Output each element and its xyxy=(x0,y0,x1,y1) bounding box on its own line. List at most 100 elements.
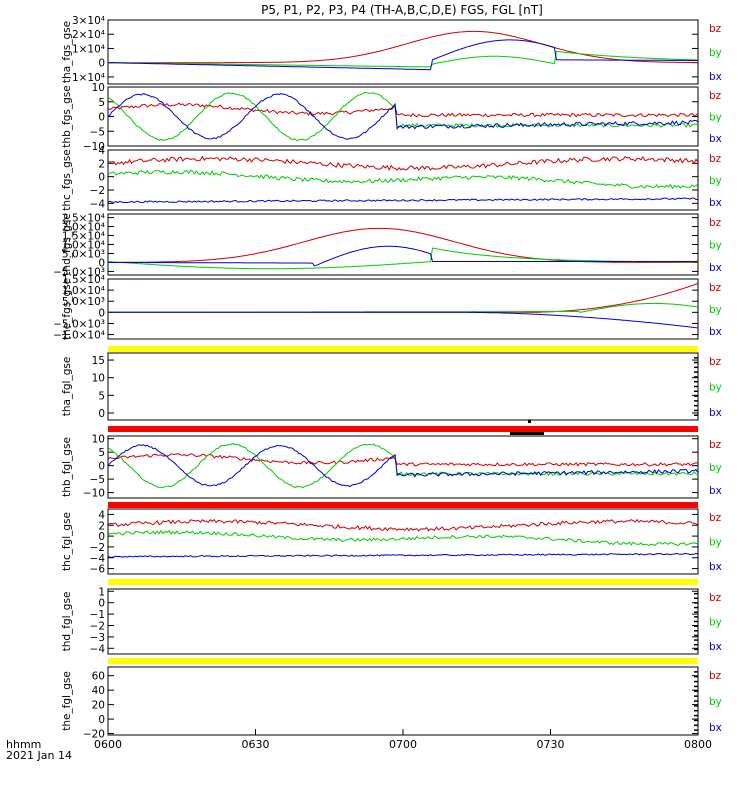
y-tick-label: −2 xyxy=(90,185,105,197)
x-axis-group: 0600 0630 0700 0730 0800 xyxy=(94,729,712,751)
y-tick-label: 1.0×10⁴ xyxy=(62,240,105,252)
y-tick-label: 1 xyxy=(98,586,105,598)
flag-bar-black xyxy=(510,432,544,435)
y-tick-label: 4 xyxy=(98,509,105,521)
y-tick-label: 0 xyxy=(98,172,105,184)
legend-by: by xyxy=(709,47,722,59)
y-tick-label: 0 xyxy=(98,714,105,726)
legend-bx: bx xyxy=(709,722,722,734)
y-tick-label: −5 xyxy=(90,126,105,138)
y-tick-label: 0 xyxy=(98,58,105,70)
panel-thb_fgs_gse: 10 5 0 −5 −10 thb_fgs_gse bz by bx xyxy=(61,82,722,153)
legend-by: by xyxy=(709,112,722,124)
y-tick-label: 2×10⁴ xyxy=(72,29,105,41)
y-axis-label: tha_fgs_gse xyxy=(61,21,73,83)
series-line-by xyxy=(108,529,698,547)
flag-bar-yellow xyxy=(108,658,698,664)
series-line-bz xyxy=(108,453,698,467)
y-tick-label: 0 xyxy=(98,531,105,543)
series-line-bz xyxy=(108,155,698,171)
y-tick-label: 4 xyxy=(98,145,105,157)
panel-frame xyxy=(107,19,699,85)
x-tick-label: 0700 xyxy=(389,738,417,751)
y-tick-label: 5 xyxy=(98,447,105,459)
y-tick-label: −5.0×10³ xyxy=(53,266,105,278)
flag-bar-red xyxy=(108,426,698,432)
legend-bx: bx xyxy=(709,407,722,419)
panel-thd_fgs_gse: 2.5×10⁴2.0×10⁴1.5×10⁴1.0×10⁴5.0×10³0−5.0… xyxy=(53,213,722,279)
legend-bx: bx xyxy=(709,197,722,209)
legend-bx: bx xyxy=(709,485,722,497)
series-line-bz xyxy=(108,518,698,532)
y-tick-label: 5 xyxy=(98,390,105,402)
legend-bz: bz xyxy=(709,439,722,451)
y-axis-label: the_fgs_gse xyxy=(61,278,73,340)
legend-by: by xyxy=(709,617,722,629)
panel-thc_fgl_gse: 420−2−4−6 thc_fgl_gse bz by bx xyxy=(61,508,722,576)
y-tick-label: 5.0×10³ xyxy=(62,296,105,308)
y-tick-label: −10 xyxy=(83,488,105,500)
series-line-bx xyxy=(108,552,698,558)
panel-frame xyxy=(107,213,699,276)
flag-bar-yellow xyxy=(108,579,698,585)
x-tick-label: 0730 xyxy=(537,738,565,751)
panel-frame xyxy=(107,508,699,575)
y-tick-label: −10 xyxy=(83,141,105,153)
y-axis-label: thc_fgs_gse xyxy=(61,149,73,210)
y-tick-label: −4 xyxy=(90,198,106,210)
y-tick-label: 5 xyxy=(98,97,105,109)
panel-the_fgl_gse: 60 40 20 0 −20 the_fgl_gse bz by bx xyxy=(61,666,722,741)
y-axis-label: the_fgl_gse xyxy=(61,671,73,731)
y-tick-label: 10 xyxy=(92,434,105,446)
y-tick-label: −1.0×10⁴ xyxy=(53,330,105,342)
flag-bar-yellow xyxy=(108,346,698,352)
panel-frame xyxy=(107,278,699,340)
y-tick-label: 10 xyxy=(92,82,105,94)
y-axis-label: thb_fgl_gse xyxy=(61,437,73,497)
y-tick-label: 15 xyxy=(92,355,105,367)
y-tick-label: −4 xyxy=(90,643,106,655)
legend-bz: bz xyxy=(709,356,722,368)
footer-date: 2021 Jan 14 xyxy=(6,749,72,762)
legend-bz: bz xyxy=(709,512,722,524)
y-tick-label: 2.5×10⁴ xyxy=(62,213,105,225)
y-tick-label: −5 xyxy=(90,474,105,486)
y-tick-label: 1.5×10⁴ xyxy=(62,231,105,243)
panel-thb_fgl_gse: 105 0−5 −10 thb_fgl_gse bz by bx xyxy=(61,434,722,500)
y-tick-label: 1×10⁴ xyxy=(72,43,105,55)
panel-frame xyxy=(107,666,699,736)
panel-frame xyxy=(107,588,699,655)
y-tick-label: −2 xyxy=(90,620,105,632)
series-line-by xyxy=(108,302,698,313)
y-tick-label: −3 xyxy=(90,632,105,644)
y-tick-label: 3×10⁴ xyxy=(72,15,105,27)
y-tick-label: −4 xyxy=(90,553,106,565)
series-line-bz xyxy=(108,227,698,263)
y-tick-label: −1×10⁴ xyxy=(63,72,105,84)
panel-thc_fgs_gse: 42 0−2−4 thc_fgs_gse bz by bx xyxy=(61,145,722,211)
legend-by: by xyxy=(709,382,722,394)
legend-bz: bz xyxy=(709,282,722,294)
series-line-bz xyxy=(108,102,698,118)
panel-thd_fgl_gse: 10−1−2−3−4 thd_fgl_gse bz by bx xyxy=(61,586,722,655)
y-tick-label: 0 xyxy=(98,598,105,610)
y-tick-label: −1 xyxy=(90,609,105,621)
legend-bx: bx xyxy=(709,561,722,573)
legend-by: by xyxy=(709,304,722,316)
y-tick-label: 10 xyxy=(92,373,105,385)
y-axis-label: thd_fgs_gse xyxy=(61,213,73,275)
legend-bx: bx xyxy=(709,326,722,338)
y-tick-label: 2.0×10⁴ xyxy=(62,222,105,234)
legend-bz: bz xyxy=(709,153,722,165)
series-line-bx xyxy=(108,39,698,71)
y-axis-label: thc_fgl_gse xyxy=(61,512,73,571)
legend-bx: bx xyxy=(709,133,722,145)
y-tick-label: 60 xyxy=(92,671,105,683)
series-line-bx xyxy=(108,197,698,204)
legend-bx: bx xyxy=(709,262,722,274)
y-tick-label: 0 xyxy=(98,112,105,124)
y-tick-label: 0 xyxy=(98,307,105,319)
y-tick-label: 20 xyxy=(92,700,105,712)
